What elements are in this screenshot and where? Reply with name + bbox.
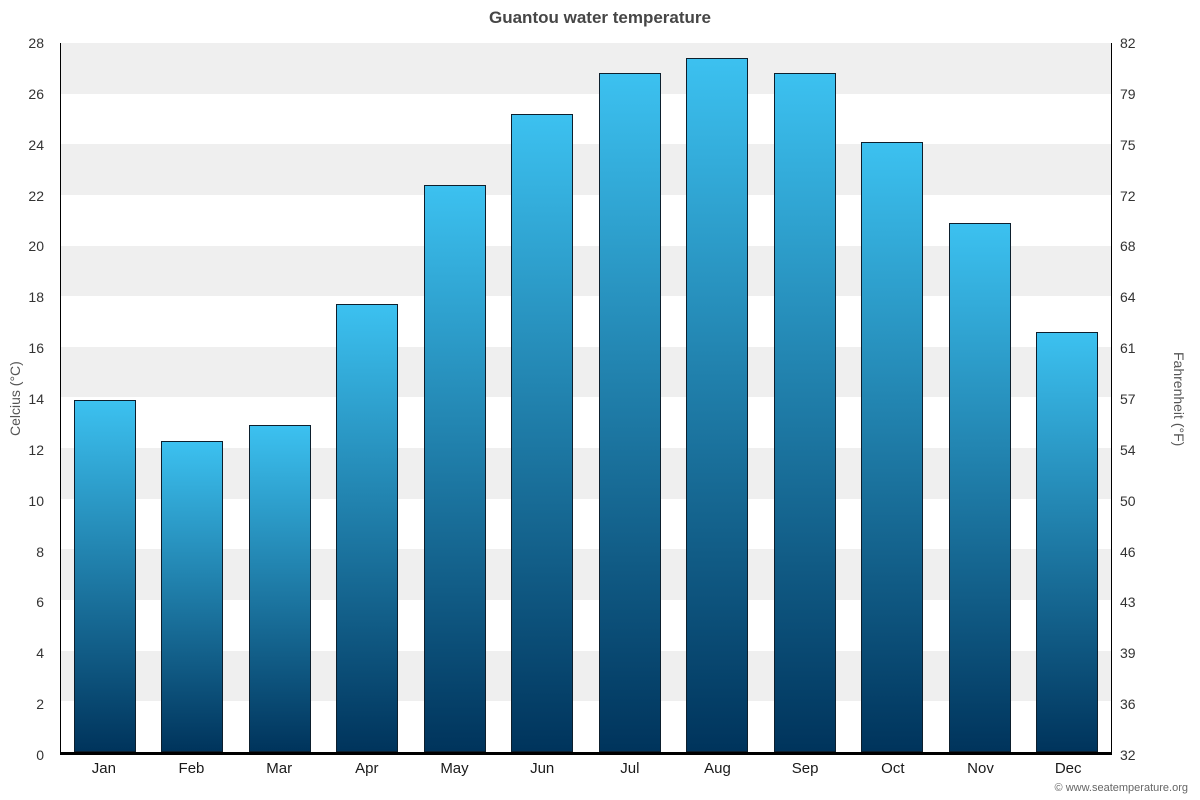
month-label-dec: Dec [1054,760,1082,777]
plot-band [61,346,1111,398]
bar-apr [336,303,399,752]
plot-area [60,43,1112,755]
plot-band [61,498,1111,550]
fahrenheit-tick-label: 79 [1120,85,1136,102]
celsius-tick-label: 18 [28,289,44,306]
celsius-tick-labels: 0 2 4 6 8 10 12 14 16 18 20 22 24 26 28 [0,35,52,763]
bar-may [423,184,486,752]
bar-oct [861,141,924,752]
fahrenheit-tick-label: 54 [1120,441,1136,458]
celsius-tick-label: 24 [28,136,44,153]
month-label-mar: Mar [266,760,293,777]
celsius-tick-label: 12 [28,441,44,458]
plot-band [61,296,1111,347]
fahrenheit-tick-label: 82 [1120,35,1136,51]
fahrenheit-tick-label: 57 [1120,391,1136,407]
celsius-tick-label: 26 [28,85,44,102]
fahrenheit-tick-labels: 32 36 39 43 46 50 54 57 61 64 68 72 75 79 82 [1120,35,1190,763]
month-label-jun: Jun [530,760,555,777]
bar-feb [161,440,224,752]
plot-bands [61,43,1111,752]
month-label-nov: Nov [967,760,994,777]
month-label-aug: Aug [704,760,731,777]
plot-band [61,397,1111,449]
month-label-jan: Jan [91,760,116,777]
bar-mar [248,425,311,752]
fahrenheit-tick-label: 72 [1120,187,1136,204]
fahrenheit-tick-label: 39 [1120,645,1136,662]
fahrenheit-tick-label: 75 [1120,136,1136,153]
plot-band [61,43,1111,94]
chart-title: Guantou water temperature [489,8,711,27]
fahrenheit-tick-label: 68 [1120,238,1136,255]
fahrenheit-tick-label: 32 [1120,747,1136,763]
bar-jul [598,73,661,752]
plot-band [61,93,1111,145]
plot-band [61,245,1111,297]
celsius-tick-label: 14 [28,391,44,407]
celsius-tick-label: 20 [28,238,44,255]
bars-container [61,43,1111,752]
month-label-oct: Oct [881,760,905,777]
plot-band [61,549,1111,601]
fahrenheit-tick-label: 36 [1120,696,1136,713]
bar-jan [73,400,136,752]
copyright: © www.seatemperature.org [1054,782,1188,794]
bar-nov [948,222,1011,752]
month-label-sep: Sep [791,760,819,777]
celsius-tick-label: 16 [28,340,44,357]
celsius-tick-label: 28 [28,35,44,51]
fahrenheit-tick-label: 61 [1120,340,1136,357]
fahrenheit-axis-title: Fahrenheit (°F) [1171,351,1187,447]
celsius-tick-label: 2 [36,696,44,713]
plot-band [61,194,1111,246]
bar-aug [686,58,749,752]
fahrenheit-tick-label: 43 [1120,594,1136,611]
bar-dec [1036,331,1099,752]
celsius-tick-label: 6 [36,594,44,611]
month-label-jul: Jul [620,760,640,777]
plot-band [61,650,1111,702]
celsius-tick-label: 4 [36,645,44,662]
celsius-tick-label: 8 [36,543,44,560]
month-label-feb: Feb [178,760,205,777]
fahrenheit-tick-label: 46 [1120,543,1136,560]
month-label-apr: Apr [355,760,379,777]
plot-band [61,600,1111,651]
celsius-tick-label: 22 [28,187,44,204]
celsius-tick-label: 10 [28,492,44,509]
plot-band [61,144,1111,195]
bar-jun [511,113,574,752]
fahrenheit-tick-label: 64 [1120,289,1136,306]
month-labels: Jan Feb Mar Apr May Jun Jul Aug Sep Oct Nov Dec [60,760,1112,782]
month-label-may: May [440,760,469,777]
celsius-tick-label: 0 [36,747,44,763]
plot-band [61,701,1111,752]
fahrenheit-tick-label: 50 [1120,492,1136,509]
plot-band [61,448,1111,499]
bar-sep [773,73,836,752]
